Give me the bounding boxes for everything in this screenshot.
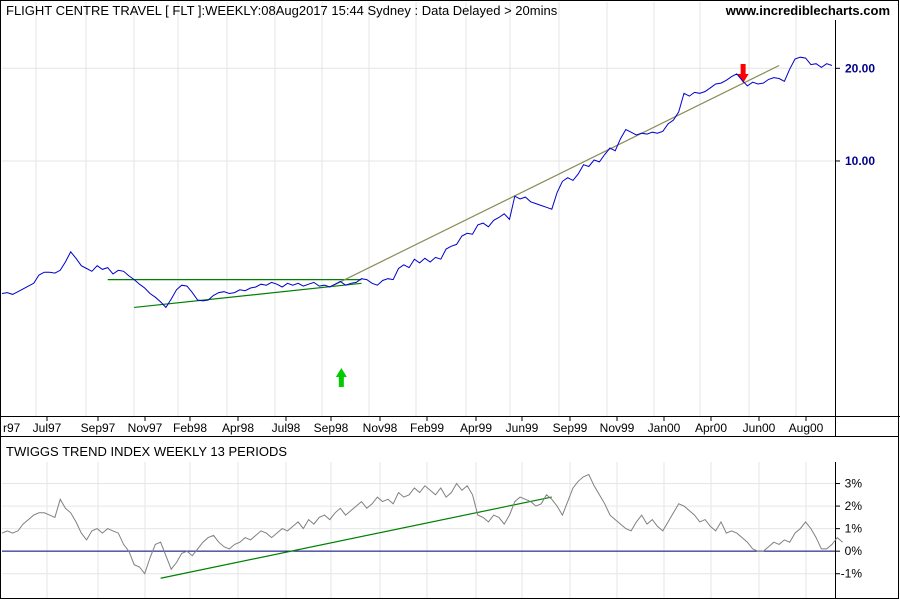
indicator-tick-label: 0% [845, 544, 863, 558]
x-tick-label: Sep97 [81, 421, 116, 435]
indicator-tick-label: 2% [845, 499, 863, 513]
x-tick-label: Jan00 [648, 421, 681, 435]
chart-title: FLIGHT CENTRE TRAVEL [ FLT ]:WEEKLY:08Au… [6, 3, 558, 18]
x-tick-label: Sep99 [553, 421, 588, 435]
annotation-layer [2, 64, 835, 579]
website-label: www.incrediblecharts.com [725, 3, 890, 18]
indicator-trend-line [160, 496, 552, 579]
indicator-panel-frame [0, 436, 899, 599]
price-panel-frame [0, 0, 899, 437]
channel-bottom-line [134, 282, 362, 309]
twiggs-trend-line [1, 473, 843, 575]
series-layer [1, 56, 843, 575]
price-tick-label: 10.00 [845, 154, 875, 168]
x-tick-label: Sep98 [314, 421, 349, 435]
x-tick-label: Apr00 [695, 421, 727, 435]
indicator-tick-label: -1% [841, 567, 863, 581]
price-tick-label: 20.00 [845, 61, 875, 75]
x-tick-label: Feb98 [173, 421, 207, 435]
indicator-tick-label: 3% [845, 477, 863, 491]
price-line [1, 56, 833, 309]
indicator-tick-label: 1% [845, 522, 863, 536]
x-tick-label: Apr99 [460, 421, 492, 435]
x-tick-label: Jun00 [743, 421, 776, 435]
x-tick-label: Feb99 [410, 421, 444, 435]
x-tick-label: Jul98 [272, 421, 301, 435]
x-tick-label: Jun99 [506, 421, 539, 435]
up-arrow-icon [335, 368, 347, 387]
x-tick-label: Apr98 [222, 421, 254, 435]
x-tick-label: Aug00 [789, 421, 824, 435]
long-trend-line [329, 64, 780, 288]
x-tick-label: Jul97 [33, 421, 62, 435]
x-tick-label: r97 [3, 421, 21, 435]
x-tick-label: Nov99 [600, 421, 635, 435]
x-tick-label: Nov98 [363, 421, 398, 435]
x-tick-label: Nov97 [128, 421, 163, 435]
label-layer: 10.00 20.00 -1% 0% 1% 2% 3% r97 Jul97 Sep97 Nov97 F… [3, 61, 875, 580]
down-arrow-icon [737, 64, 749, 83]
indicator-title: TWIGGS TREND INDEX WEEKLY 13 PERIODS [6, 444, 287, 459]
